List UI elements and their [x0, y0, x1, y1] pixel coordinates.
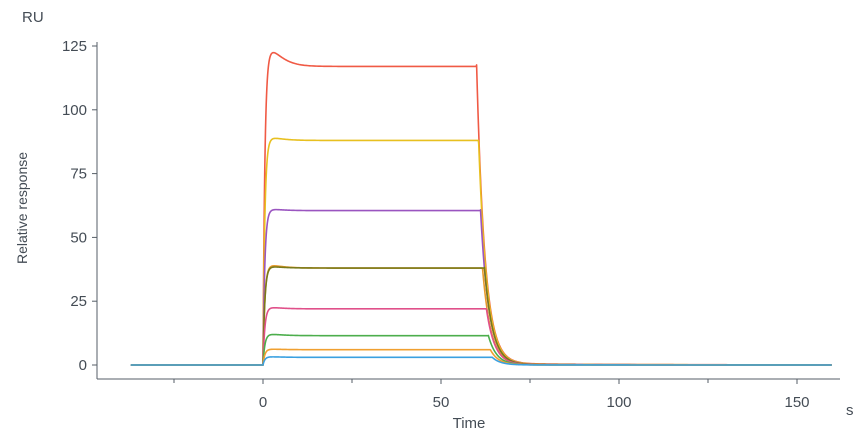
series-line [130, 208, 832, 366]
x-unit-label: s [846, 402, 854, 419]
y-tick-label: 75 [70, 166, 87, 183]
y-tick-label: 125 [62, 38, 87, 55]
series-line [130, 356, 832, 366]
y-tick-label: 0 [79, 357, 87, 374]
ticks [92, 45, 798, 384]
y-tick-label: 100 [62, 102, 87, 119]
y-axis-title: Relative response [14, 152, 30, 264]
series-group [130, 51, 832, 366]
y-tick-label: 50 [70, 229, 87, 246]
x-tick-label: 150 [784, 394, 809, 411]
y-tick-label: 25 [70, 293, 87, 310]
y-unit-label: RU [22, 9, 44, 26]
x-axis-title: Time [453, 415, 486, 432]
tick-labels: 0 25 50 75 100 125 0 50 100 150 [62, 38, 810, 411]
x-tick-label: 50 [433, 394, 450, 411]
axes [96, 42, 840, 380]
x-tick-label: 100 [606, 394, 631, 411]
series-line [130, 137, 832, 366]
x-tick-label: 0 [259, 394, 267, 411]
